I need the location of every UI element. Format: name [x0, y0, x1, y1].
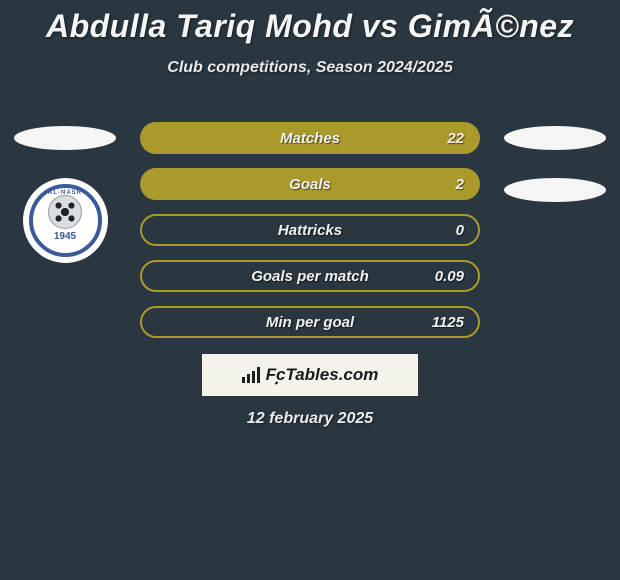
stat-label: Goals [289, 176, 331, 193]
stat-label: Min per goal [266, 314, 354, 331]
left-player-column: AL-NASR 1945 [10, 126, 120, 263]
page-title: Abdulla Tariq Mohd vs GimÃ©nez [0, 0, 620, 45]
footer-date: 12 february 2025 [0, 410, 620, 428]
brand-label: FcTables.com [266, 365, 379, 385]
stat-label: Matches [280, 130, 340, 147]
player-silhouette-right-1 [504, 126, 606, 150]
brand-watermark: FcTables.com [202, 354, 418, 396]
bar-chart-icon [242, 367, 260, 383]
player-silhouette-left [14, 126, 116, 150]
stat-row: Goals 2 [140, 168, 480, 200]
subtitle: Club competitions, Season 2024/2025 [0, 59, 620, 77]
stat-label: Goals per match [251, 268, 369, 285]
club-badge-year: 1945 [54, 231, 76, 242]
stat-value-right: 0 [428, 222, 464, 239]
soccer-ball-icon [48, 195, 82, 229]
stat-row: Matches 22 [140, 122, 480, 154]
stat-value-right: 22 [428, 130, 464, 147]
stat-row: Hattricks 0 [140, 214, 480, 246]
stat-row: Min per goal 1125 [140, 306, 480, 338]
stat-value-right: 1125 [428, 314, 464, 331]
club-badge-left: AL-NASR 1945 [23, 178, 108, 263]
right-player-column [500, 126, 610, 230]
stat-value-right: 0.09 [428, 268, 464, 285]
stat-row: Goals per match 0.09 [140, 260, 480, 292]
stats-table: Matches 22 Goals 2 Hattricks 0 Goals per match… [140, 122, 480, 352]
stat-label: Hattricks [278, 222, 342, 239]
player-silhouette-right-2 [504, 178, 606, 202]
stat-value-right: 2 [428, 176, 464, 193]
club-badge-arc-text: AL-NASR [48, 190, 82, 196]
